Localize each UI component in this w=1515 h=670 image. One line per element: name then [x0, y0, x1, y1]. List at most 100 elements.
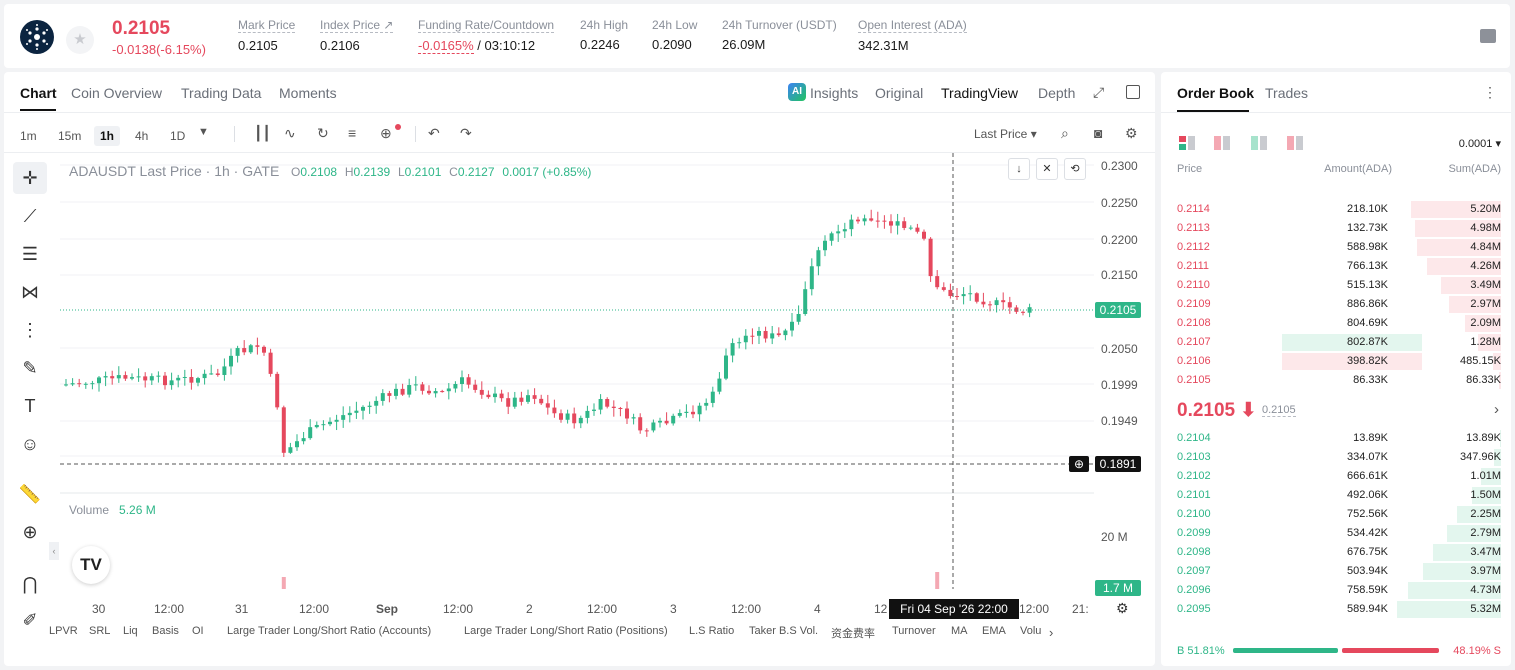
emoji-tool-icon[interactable]: ☺	[20, 434, 40, 454]
text-tool-icon[interactable]: T	[24, 396, 36, 416]
indicator-ma[interactable]: MA	[951, 625, 968, 637]
search-icon[interactable]: ⌕	[1061, 125, 1069, 141]
bid-row[interactable]: 0.2101 492.06K 1.50M	[1161, 486, 1511, 505]
tab-trading-data[interactable]: Trading Data	[181, 85, 262, 101]
indicator-basis[interactable]: Basis	[152, 625, 179, 637]
indicator-turnover[interactable]: Turnover	[892, 625, 936, 637]
magnet-tool-icon[interactable]: ⋂	[22, 574, 38, 594]
ask-row[interactable]: 0.2112 588.98K 4.84M	[1161, 238, 1511, 257]
stat-index-price[interactable]: Index Price ↗ 0.2106	[320, 18, 394, 53]
book-icon[interactable]	[1480, 29, 1496, 43]
bid-row[interactable]: 0.2099 534.42K 2.79M	[1161, 524, 1511, 543]
timeframe-1d[interactable]: 1D	[170, 129, 186, 143]
chevron-right-icon[interactable]: ›	[1049, 625, 1054, 640]
chevron-right-icon[interactable]: ›	[1494, 401, 1499, 418]
camera-icon[interactable]: ◙	[1094, 125, 1103, 141]
view-insights[interactable]: Insights	[810, 85, 859, 101]
timeframe-4h[interactable]: 4h	[135, 129, 149, 143]
add-icon[interactable]: ⊕	[380, 125, 392, 141]
asks-view-icon[interactable]	[1214, 136, 1230, 150]
undo-icon[interactable]: ↶	[428, 125, 440, 141]
bid-row[interactable]: 0.2100 752.56K 2.25M	[1161, 505, 1511, 524]
row-price: 0.2098	[1177, 546, 1211, 558]
fullscreen-icon[interactable]	[1126, 85, 1140, 99]
view-depth[interactable]: Depth	[1038, 85, 1076, 101]
ask-row[interactable]: 0.2106 398.82K 485.15K	[1161, 352, 1511, 371]
ask-row[interactable]: 0.2113 132.73K 4.98M	[1161, 219, 1511, 238]
collapse-toolbar-icon[interactable]: ‹	[49, 542, 59, 560]
indicator-liq[interactable]: Liq	[123, 625, 138, 637]
price-type-select[interactable]: Last Price ▾	[974, 127, 1037, 141]
view-original[interactable]: Original	[875, 85, 924, 101]
chart-area[interactable]	[60, 153, 1094, 589]
settings-gear-icon[interactable]: ⚙	[1125, 125, 1138, 141]
bid-row[interactable]: 0.2103 334.07K 347.96K	[1161, 448, 1511, 467]
brush-tool-icon[interactable]: ✎	[22, 358, 38, 378]
indicator-large-trader-positions[interactable]: Large Trader Long/Short Ratio (Positions…	[464, 625, 668, 637]
indicator-ema[interactable]: EMA	[982, 625, 1006, 637]
bid-row[interactable]: 0.2096 758.59K 4.73M	[1161, 581, 1511, 600]
redo-icon[interactable]: ↷	[460, 125, 472, 141]
price-axis[interactable]: 0.2300 0.2250 0.2200 0.2150 0.2050 0.199…	[1094, 153, 1155, 663]
tab-trades[interactable]: Trades	[1265, 85, 1309, 101]
horizontal-lines-tool-icon[interactable]: ☰	[21, 244, 39, 264]
indicator-icon[interactable]: ∿	[284, 125, 296, 141]
auto-scale-icon[interactable]: ⟲	[1064, 158, 1086, 180]
tab-coin-overview[interactable]: Coin Overview	[71, 85, 163, 101]
ask-row[interactable]: 0.2107 802.87K 1.28M	[1161, 333, 1511, 352]
indicator-large-trader-accounts[interactable]: Large Trader Long/Short Ratio (Accounts)	[227, 625, 432, 637]
ask-row[interactable]: 0.2109 886.86K 2.97M	[1161, 295, 1511, 314]
template-icon[interactable]: ≡	[348, 125, 357, 141]
bid-row[interactable]: 0.2095 589.94K 5.32M	[1161, 600, 1511, 619]
both-sides-view-icon[interactable]	[1179, 136, 1195, 150]
tab-chart[interactable]: Chart	[20, 85, 57, 101]
indicator-oi[interactable]: OI	[192, 625, 204, 637]
timeframe-1h[interactable]: 1h	[94, 126, 121, 146]
bid-row[interactable]: 0.2102 666.61K 1.01M	[1161, 467, 1511, 486]
chart-settings-icon[interactable]: ⚙	[1116, 600, 1129, 616]
bid-row[interactable]: 0.2104 13.89K 13.89K	[1161, 429, 1511, 448]
add-alert-icon[interactable]: ⊕	[1069, 456, 1089, 472]
ask-row[interactable]: 0.2114 218.10K 5.20M	[1161, 200, 1511, 219]
fib-tool-icon[interactable]: ⋮	[21, 320, 39, 340]
row-amount: 515.13K	[1347, 279, 1388, 291]
indicator-ls-ratio[interactable]: L.S Ratio	[689, 625, 735, 637]
crosshair-tool-icon[interactable]: ✛	[13, 162, 47, 194]
order-book-panel: Order Book Trades ⋮ 0.0001 ▾ Price Amoun…	[1161, 72, 1511, 666]
precision-select[interactable]: 0.0001 ▾	[1458, 138, 1501, 150]
timeframe-dropdown-icon[interactable]: ▼	[198, 126, 209, 138]
pencil-lock-tool-icon[interactable]: ✐	[22, 610, 38, 630]
favorite-star-icon[interactable]: ★	[66, 26, 94, 54]
asks-only-icon[interactable]	[1287, 136, 1303, 150]
bid-row[interactable]: 0.2098 676.75K 3.47M	[1161, 543, 1511, 562]
pattern-tool-icon[interactable]: ⋈	[21, 282, 39, 302]
tab-order-book[interactable]: Order Book	[1177, 85, 1255, 101]
more-options-icon[interactable]: ⋮	[1483, 84, 1497, 100]
refresh-icon[interactable]: ↻	[317, 125, 329, 141]
candle-type-icon[interactable]: ┃┃	[254, 125, 271, 141]
candle-body	[796, 314, 801, 322]
scroll-down-icon[interactable]: ↓	[1008, 158, 1030, 180]
notification-dot	[395, 124, 401, 130]
collapse-icon[interactable]: ✕	[1036, 158, 1058, 180]
indicator-lpvr[interactable]: LPVR	[49, 625, 78, 637]
view-tradingview[interactable]: TradingView	[941, 85, 1019, 101]
expand-icon[interactable]: ⤢	[1093, 84, 1105, 100]
indicator-volume[interactable]: Volu	[1020, 625, 1042, 637]
indicator-srl[interactable]: SRL	[89, 625, 111, 637]
zoom-in-tool-icon[interactable]: ⊕	[22, 522, 38, 542]
ruler-tool-icon[interactable]: 📏	[18, 484, 42, 504]
tab-moments[interactable]: Moments	[279, 85, 337, 101]
bid-row[interactable]: 0.2097 503.94K 3.97M	[1161, 562, 1511, 581]
ask-row[interactable]: 0.2108 804.69K 2.09M	[1161, 314, 1511, 333]
indicator-taker-vol[interactable]: Taker B.S Vol.	[749, 625, 819, 637]
timeframe-1m[interactable]: 1m	[20, 129, 37, 143]
trendline-tool-icon[interactable]: ⟋	[23, 206, 37, 226]
ask-row[interactable]: 0.2110 515.13K 3.49M	[1161, 276, 1511, 295]
bids-view-icon[interactable]	[1251, 136, 1267, 150]
timeframe-15m[interactable]: 15m	[58, 129, 82, 143]
candle-body	[809, 266, 814, 290]
ask-row[interactable]: 0.2111 766.13K 4.26M	[1161, 257, 1511, 276]
ask-row[interactable]: 0.2105 86.33K 86.33K	[1161, 371, 1511, 390]
indicator-funding-rate[interactable]: 资金费率	[831, 628, 875, 640]
